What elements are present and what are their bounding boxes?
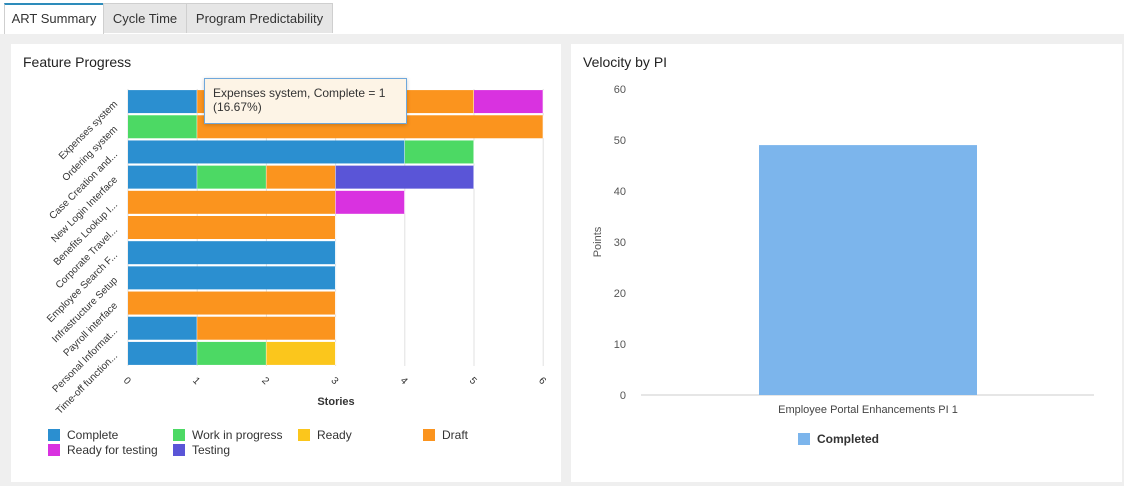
x-tick-label: 0 xyxy=(121,375,133,387)
bar-expenses-system-complete xyxy=(128,90,198,114)
velocity-y-tick-label: 50 xyxy=(614,135,626,147)
legend-label: Complete xyxy=(67,428,119,442)
bar-infrastructure-setup-complete xyxy=(128,266,336,290)
tab-program-predictability[interactable]: Program Predictability xyxy=(186,3,333,33)
legend-label: Testing xyxy=(192,443,231,457)
bar-time-off-function-complete xyxy=(128,341,198,365)
bar-personal-informat-complete xyxy=(128,316,198,340)
x-tick-label: 4 xyxy=(398,375,410,387)
bar-ordering-system-work-in-progress xyxy=(128,115,198,139)
x-tick-label: 3 xyxy=(329,375,341,387)
bar-benefits-lookup-i-draft xyxy=(128,190,336,214)
bar-new-login-interface-draft xyxy=(266,165,336,189)
feature-progress-title: Feature Progress xyxy=(23,54,132,70)
bar-new-login-interface-complete xyxy=(128,165,198,189)
velocity-bar-employee-portal-enhancements-pi-1 xyxy=(759,145,977,395)
velocity-y-axis-title: Points xyxy=(592,226,604,257)
legend-label: Ready xyxy=(317,428,352,442)
bar-benefits-lookup-i-ready-for-testing xyxy=(335,190,405,214)
bar-time-off-function-work-in-progress xyxy=(197,341,267,365)
bar-payroll-interface-draft xyxy=(128,291,336,315)
velocity-y-tick-label: 30 xyxy=(614,237,626,249)
velocity-title: Velocity by PI xyxy=(583,54,668,70)
bar-expenses-system-ready-for-testing xyxy=(474,90,544,114)
velocity-y-tick-label: 40 xyxy=(614,186,626,198)
velocity-y-tick-label: 0 xyxy=(620,390,626,402)
x-tick-label: 5 xyxy=(467,375,479,387)
velocity-y-tick-label: 20 xyxy=(614,288,626,300)
x-tick-label: 1 xyxy=(190,375,202,387)
legend-swatch xyxy=(298,429,310,441)
tab-art-summary[interactable]: ART Summary xyxy=(4,3,104,35)
x-tick-label: 6 xyxy=(536,375,548,387)
legend-label: Draft xyxy=(442,428,469,442)
legend-swatch xyxy=(48,444,60,456)
tooltip-line-1: Expenses system, Complete = 1 xyxy=(213,86,386,100)
chart-tooltip: Expenses system, Complete = 1 (16.67%) xyxy=(204,78,407,124)
legend-swatch xyxy=(173,444,185,456)
legend-label: Work in progress xyxy=(192,428,283,442)
bar-new-login-interface-testing xyxy=(335,165,474,189)
x-axis-title: Stories xyxy=(317,396,354,408)
legend-label-completed: Completed xyxy=(817,432,880,446)
velocity-x-category-label: Employee Portal Enhancements PI 1 xyxy=(778,404,958,416)
bar-corporate-travel-draft xyxy=(128,216,336,239)
velocity-y-tick-label: 10 xyxy=(614,339,626,351)
x-tick-label: 2 xyxy=(259,375,271,387)
bar-new-login-interface-work-in-progress xyxy=(197,165,267,189)
legend-swatch xyxy=(173,429,185,441)
legend-swatch xyxy=(48,429,60,441)
legend-swatch-completed xyxy=(798,433,810,445)
bar-time-off-function-ready xyxy=(266,341,336,365)
bar-case-creation-and-complete xyxy=(128,140,405,164)
legend-label: Ready for testing xyxy=(67,443,158,457)
bar-case-creation-and-work-in-progress xyxy=(404,140,474,164)
velocity-y-tick-label: 60 xyxy=(614,84,626,96)
legend-swatch xyxy=(423,429,435,441)
tab-bar: ART Summary Cycle Time Program Predictab… xyxy=(0,0,1124,35)
tooltip-line-2: (16.67%) xyxy=(213,100,262,114)
bar-personal-informat-draft xyxy=(197,316,336,340)
bar-employee-search-f-complete xyxy=(128,241,336,265)
tab-cycle-time[interactable]: Cycle Time xyxy=(103,3,187,33)
